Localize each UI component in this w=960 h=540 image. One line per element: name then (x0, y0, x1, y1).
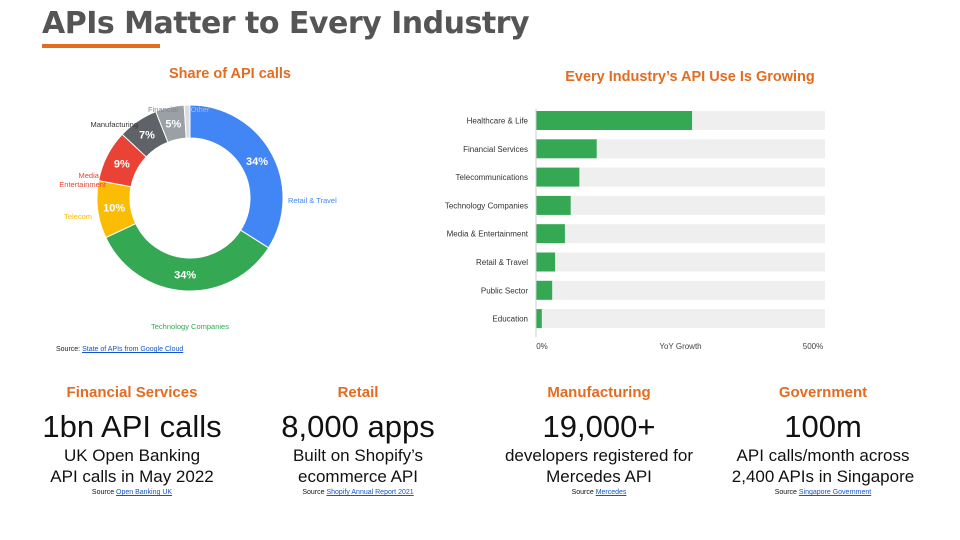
bar-telecommunications (536, 167, 580, 187)
bar-track (536, 195, 825, 215)
stat-source-link[interactable]: Shopify Annual Report 2021 (326, 489, 414, 497)
stat-source-prefix: Source (571, 489, 596, 497)
bar-media-entertainment (536, 224, 565, 244)
stat-value: 8,000 apps (281, 409, 435, 444)
bar-tick-label: 0% (536, 342, 548, 351)
stat-line-1: API calls/month across (736, 445, 910, 465)
pie-category-label: Financial (148, 105, 178, 114)
bar-retail-travel (536, 252, 556, 272)
bar-category-label: Financial Services (463, 145, 528, 154)
bar-category-label: Technology Companies (445, 201, 528, 210)
bar-healthcare-life (536, 111, 693, 130)
stat-value: 19,000+ (542, 409, 656, 444)
pie-value-label: 9% (114, 158, 130, 170)
pie-slice-retail-travel (189, 104, 284, 249)
bar-chart: Healthcare & Life Financial Services Telec… (445, 109, 825, 351)
stat-source-prefix: Source (302, 489, 327, 497)
stat-manufacturing: Manufacturing 19,000+ developers registe… (489, 384, 709, 496)
stat-category: Government (778, 384, 868, 401)
stat-line-2: Mercedes API (546, 467, 652, 487)
slide-title: APIs Matter to Every Industry (42, 6, 530, 41)
pie-category-label: Telecom (64, 212, 92, 221)
pie-value-label: 10% (103, 203, 125, 215)
bar-track (536, 139, 825, 159)
bar-track (536, 309, 825, 329)
pie-source: Source: State of APIs from Google Cloud (56, 346, 183, 353)
bar-tick-label: YoY Growth (659, 342, 701, 351)
bar-tick-label: 500% (803, 342, 823, 351)
bar-category-label: Telecommunications (456, 173, 528, 182)
stat-source-link[interactable]: Open Banking UK (116, 489, 173, 497)
stat-value: 1bn API calls (42, 409, 222, 444)
bar-track (536, 167, 825, 187)
bar-category-label: Education (492, 315, 528, 324)
pie-category-label: Technology Companies (151, 322, 229, 331)
pie-category-label: Other (191, 105, 210, 114)
stat-source: Source Singapore Government (713, 489, 933, 496)
stat-line-1: developers registered for (504, 445, 694, 465)
pie-value-label: 34% (246, 156, 268, 168)
stat-line-2: API calls in May 2022 (50, 467, 214, 487)
stat-category: Manufacturing (547, 384, 651, 401)
stat-retail: Retail 8,000 apps Built on Shopify’s eco… (248, 384, 468, 496)
bar-category-label: Public Sector (481, 286, 528, 295)
pie-value-label: 5% (165, 118, 181, 130)
bar-category-label: Healthcare & Life (467, 117, 529, 126)
stat-source-prefix: Source (91, 489, 117, 497)
stat-value: 100m (784, 409, 862, 444)
bar-chart-title: Every Industry’s API Use Is Growing (565, 69, 815, 85)
stat-source: Source Mercedes (489, 489, 709, 496)
bar-public-sector (536, 280, 553, 300)
bar-track (536, 224, 825, 244)
bar-category-label: Media & Entertainment (447, 230, 529, 239)
stat-line-1: UK Open Banking (63, 445, 201, 465)
pie-category-label: Retail & Travel (288, 196, 337, 205)
stat-source: Source Shopify Annual Report 2021 (248, 489, 468, 496)
stat-source-link[interactable]: Singapore Government (798, 489, 872, 497)
pie-value-label: 7% (139, 130, 155, 142)
pie-category-label: Media & Entertainment (59, 171, 107, 189)
donut-chart: 34% Retail & Travel 34% Technology Companie… (59, 104, 337, 331)
pie-category-label: Manufacturing (90, 120, 138, 129)
stat-category: Retail (337, 384, 379, 401)
title-underline (42, 44, 160, 48)
stat-line-1: Built on Shopify’s (292, 445, 424, 465)
stat-source: Source Open Banking UK (22, 489, 242, 496)
bar-technology-companies (536, 195, 571, 215)
pie-source-prefix: Source: (56, 346, 83, 353)
pie-source-link[interactable]: State of APIs from Google Cloud (82, 346, 184, 353)
bar-track (536, 252, 825, 272)
pie-slice-other (183, 104, 191, 139)
bar-track (536, 280, 825, 300)
pie-slice-technology-companies (105, 222, 270, 292)
stat-category: Financial Services (66, 384, 198, 401)
stat-source-link[interactable]: Mercedes (595, 489, 627, 497)
bar-category-label: Retail & Travel (476, 258, 528, 267)
stat-source-prefix: Source (774, 489, 799, 497)
stat-line-2: ecommerce API (298, 467, 418, 487)
pie-value-label: 34% (174, 269, 196, 281)
stat-government: Government 100m API calls/month across 2… (713, 384, 933, 496)
bar-financial-services (536, 139, 597, 159)
stat-financial-services: Financial Services 1bn API calls UK Open… (22, 384, 242, 496)
bar-education (536, 309, 542, 329)
pie-chart-title: Share of API calls (169, 66, 291, 82)
stat-line-2: 2,400 APIs in Singapore (731, 467, 915, 487)
